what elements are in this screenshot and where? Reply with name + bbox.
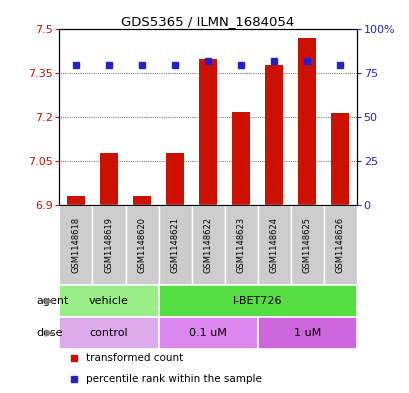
Text: agent: agent	[36, 296, 69, 306]
Text: GSM1148619: GSM1148619	[104, 217, 113, 273]
Bar	[59, 285, 158, 317]
Text: 0.1 uM: 0.1 uM	[189, 328, 227, 338]
Bar	[158, 317, 257, 349]
Text: vehicle: vehicle	[89, 296, 128, 306]
Bar	[125, 205, 158, 285]
Bar	[198, 59, 217, 205]
Bar	[166, 152, 184, 205]
Bar	[323, 205, 356, 285]
Text: I-BET726: I-BET726	[232, 296, 282, 306]
Text: GSM1148623: GSM1148623	[236, 217, 245, 273]
Bar	[133, 196, 151, 205]
Text: GSM1148626: GSM1148626	[335, 217, 344, 273]
Title: GDS5365 / ILMN_1684054: GDS5365 / ILMN_1684054	[121, 15, 294, 28]
Text: transformed count: transformed count	[86, 353, 183, 363]
Bar	[191, 205, 224, 285]
Bar	[100, 152, 118, 205]
Text: 1 uM: 1 uM	[293, 328, 320, 338]
Bar	[59, 317, 158, 349]
Bar	[264, 64, 283, 205]
Text: GSM1148625: GSM1148625	[302, 217, 311, 273]
Bar	[231, 112, 249, 205]
Text: GSM1148621: GSM1148621	[170, 217, 179, 273]
Bar	[224, 205, 257, 285]
Bar	[330, 113, 348, 205]
Bar	[297, 38, 315, 205]
Bar	[158, 285, 356, 317]
Bar	[290, 205, 323, 285]
Text: percentile rank within the sample: percentile rank within the sample	[86, 374, 261, 384]
Bar	[158, 205, 191, 285]
Bar	[257, 317, 356, 349]
Text: dose: dose	[36, 328, 63, 338]
Text: control: control	[90, 328, 128, 338]
Bar	[67, 196, 85, 205]
Bar	[257, 205, 290, 285]
Text: GSM1148624: GSM1148624	[269, 217, 278, 273]
Text: GSM1148618: GSM1148618	[71, 217, 80, 273]
Text: GSM1148622: GSM1148622	[203, 217, 212, 273]
Bar	[59, 205, 92, 285]
Text: GSM1148620: GSM1148620	[137, 217, 146, 273]
Bar	[92, 205, 125, 285]
